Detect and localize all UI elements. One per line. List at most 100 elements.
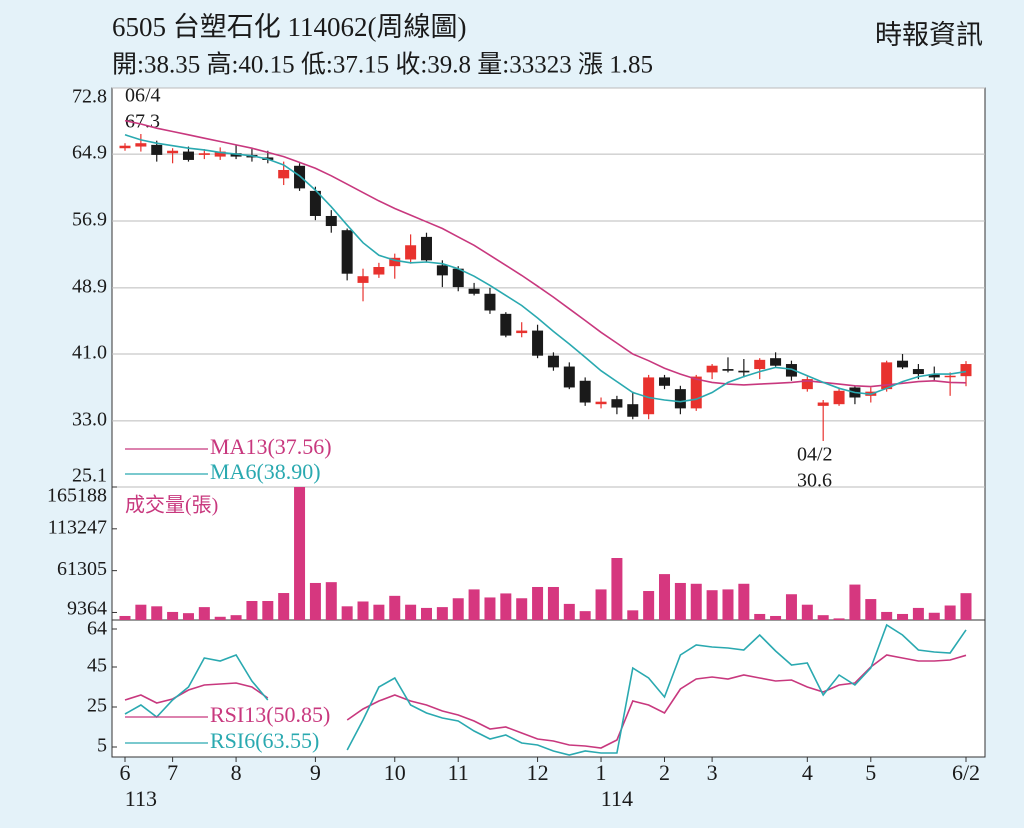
source: 時報資訊 (875, 20, 983, 50)
x-tick-label: 5 (865, 760, 876, 785)
y-tick-label: 72.8 (72, 86, 107, 108)
x-year-label: 113 (125, 786, 157, 811)
candle-body (373, 267, 385, 275)
bar (659, 574, 671, 620)
chart-title: 6505 台塑石化 114062(周線圖) (112, 12, 466, 42)
bar (198, 607, 210, 620)
candle-body (325, 215, 337, 227)
x-tick-label: 2 (659, 760, 670, 785)
candle-body (770, 358, 782, 366)
candle-body (579, 380, 591, 403)
candle-body (294, 165, 306, 189)
bar (833, 618, 845, 620)
candle-body (182, 151, 194, 160)
candle-body (167, 150, 179, 154)
legend-label: RSI13(50.85) (210, 702, 330, 727)
x-year-label: 114 (601, 786, 633, 811)
bar (547, 586, 559, 620)
x-tick-label: 3 (707, 760, 718, 785)
candle-body (785, 364, 797, 377)
candle-body (516, 330, 528, 334)
bar (230, 615, 242, 620)
bar (405, 604, 417, 620)
bar (817, 615, 829, 620)
candle-body (420, 236, 432, 261)
candle-body (611, 399, 623, 408)
bar (246, 600, 258, 620)
candle-body (230, 153, 242, 157)
candle-body (151, 144, 163, 155)
candle-body (833, 390, 845, 405)
bar (944, 605, 956, 620)
candle-body (198, 153, 210, 155)
bar (738, 583, 750, 620)
candle-body (960, 364, 972, 377)
y-tick-label: 56.9 (72, 209, 107, 231)
candle-body (706, 365, 718, 373)
x-tick-label: 1 (596, 760, 607, 785)
bar (484, 597, 496, 620)
bar (135, 604, 147, 620)
x-tick-label: 8 (231, 760, 242, 785)
bar (262, 600, 274, 620)
bar (960, 593, 972, 620)
candle-body (928, 374, 940, 378)
bar (389, 595, 401, 620)
annotation-date: 06/4 (125, 85, 161, 107)
bar (532, 586, 544, 620)
bar (119, 615, 131, 620)
bar (770, 615, 782, 620)
bar (151, 606, 163, 620)
candle-body (690, 376, 702, 409)
bar (452, 598, 464, 620)
bar (563, 603, 575, 620)
bar (468, 589, 480, 620)
candle-body (405, 245, 417, 260)
bar (294, 487, 306, 620)
candle-body (801, 379, 813, 390)
candle-body (547, 355, 559, 368)
candle-body (532, 330, 544, 356)
candle-body (754, 359, 766, 370)
candle-body (881, 362, 893, 390)
candle-body (674, 389, 686, 409)
candle-body (627, 404, 639, 417)
y-tick-label: 64 (87, 618, 107, 640)
y-tick-label: 61305 (57, 558, 107, 580)
y-tick-label: 64.9 (72, 142, 107, 164)
bar (500, 593, 512, 620)
bar (643, 591, 655, 620)
x-tick-label: 11 (448, 760, 469, 785)
bar (897, 613, 909, 620)
y-tick-label: 41.0 (72, 342, 107, 364)
candle-body (595, 401, 607, 405)
candle-body (643, 377, 655, 415)
candle-body (357, 276, 369, 283)
line (124, 623, 967, 756)
volume-label: 成交量(張) (125, 494, 218, 517)
candle-body (468, 288, 480, 294)
bar (516, 598, 528, 620)
bar (309, 582, 321, 620)
candle-body (563, 366, 575, 388)
x-tick-label: 12 (527, 760, 549, 785)
x-tick-label: 10 (384, 760, 406, 785)
bar (865, 599, 877, 620)
candle-body (897, 360, 909, 368)
bar (373, 604, 385, 620)
legend-label: RSI6(63.55) (210, 728, 319, 753)
candle-body (738, 370, 750, 373)
bar (690, 583, 702, 620)
y-tick-label: 165188 (47, 485, 107, 507)
bar (849, 584, 861, 620)
candle-body (500, 313, 512, 336)
candle-body (817, 402, 829, 406)
bar (801, 604, 813, 620)
y-tick-label: 113247 (48, 516, 107, 538)
candle-body (436, 265, 448, 276)
candle-body (912, 369, 924, 375)
bar (325, 582, 337, 620)
candle-body (341, 230, 353, 274)
bar (167, 611, 179, 620)
